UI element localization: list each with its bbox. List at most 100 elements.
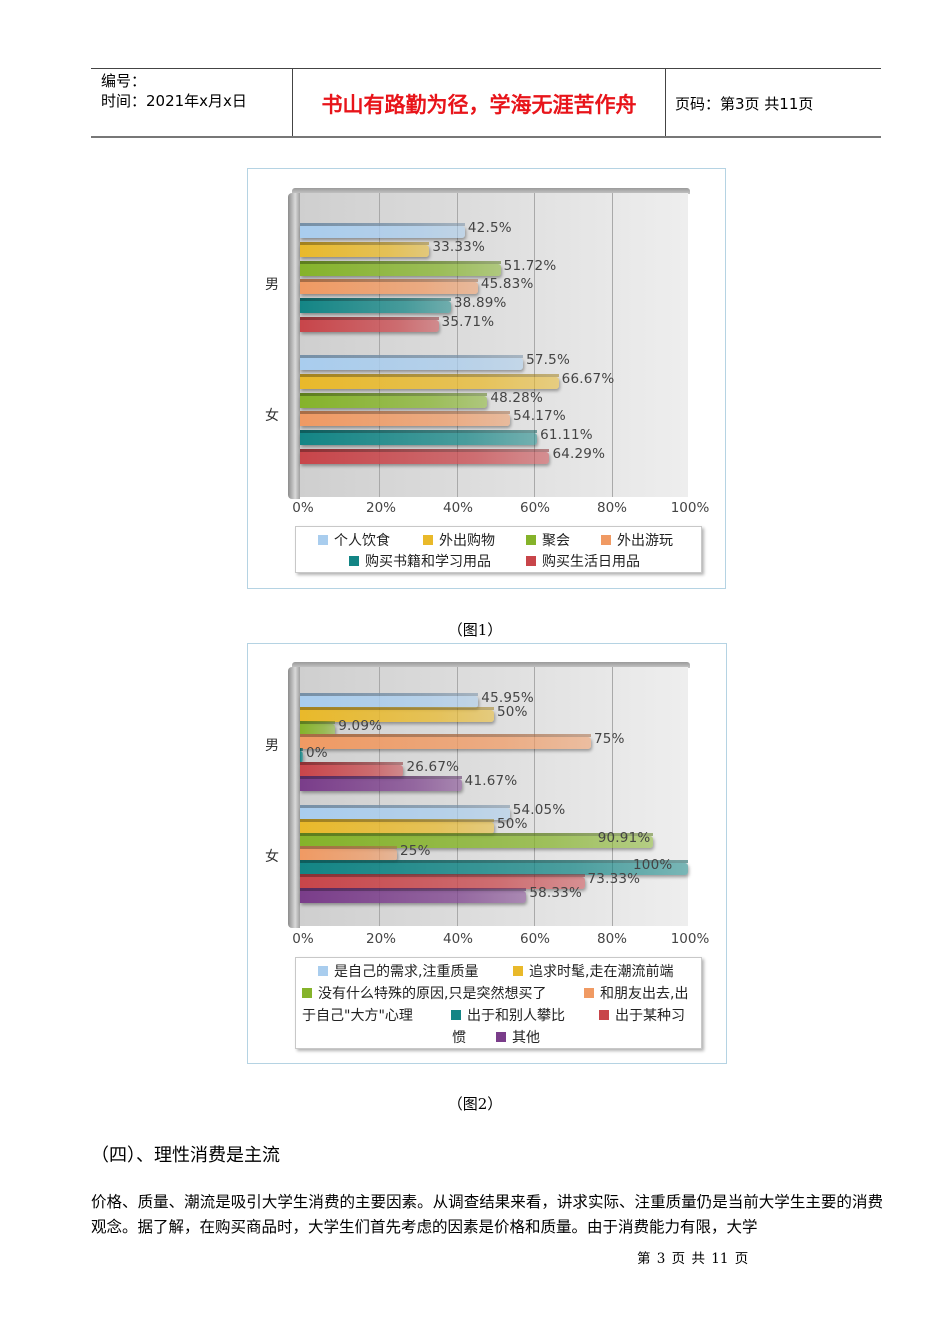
legend-label: 和朋友出去,出	[600, 986, 689, 1002]
bar-value-label: 41.67%	[464, 772, 518, 789]
legend-swatch	[599, 1010, 609, 1020]
gridline	[379, 667, 380, 926]
legend-swatch	[302, 988, 312, 998]
bar	[300, 863, 688, 876]
bar-value-label: 100%	[633, 857, 673, 874]
legend-label: 外出游玩	[617, 533, 673, 549]
x-tick: 60%	[519, 931, 550, 947]
bar	[300, 849, 397, 862]
figure1-plot-top	[292, 188, 690, 194]
gridline	[379, 193, 380, 497]
bar	[300, 433, 538, 446]
figure1-legend: 个人饮食 外出购物 聚会 外出游玩 购买书籍和学习用品 购买生活日用品	[295, 526, 702, 573]
legend-swatch	[584, 988, 594, 998]
legend-item: 出于和别人攀比	[451, 1005, 565, 1025]
x-tick: 60%	[519, 500, 550, 516]
bar-value-label: 51.72%	[503, 257, 557, 274]
bar-value-label: 35.71%	[441, 314, 495, 330]
gridline	[612, 667, 613, 926]
bar	[300, 376, 559, 389]
bar	[300, 696, 479, 708]
legend-item: 购买书籍和学习用品	[349, 551, 491, 571]
figure2-plot-wall	[288, 667, 300, 928]
bar-value-label: 64.29%	[552, 446, 606, 462]
x-tick: 0%	[292, 931, 314, 947]
header-divider	[665, 69, 666, 136]
legend-label: 追求时髦,走在潮流前端	[529, 964, 674, 980]
bar	[300, 358, 524, 370]
legend-swatch	[318, 535, 328, 545]
bar	[300, 890, 527, 903]
legend-swatch	[526, 535, 536, 545]
bar-value-label: 25%	[400, 843, 431, 860]
bar-value-label: 75%	[594, 731, 625, 748]
bar-value-label: 26.67%	[406, 759, 460, 775]
legend-item: 外出游玩	[601, 530, 673, 550]
legend-label: 出于某种习	[615, 1008, 685, 1024]
legend-swatch	[526, 556, 536, 566]
x-tick: 0%	[292, 500, 314, 516]
bar	[300, 452, 550, 464]
x-tick: 40%	[442, 931, 473, 947]
x-tick: 80%	[596, 500, 627, 516]
legend-swatch	[513, 966, 523, 976]
bar	[300, 263, 501, 276]
bar-value-label: 48.28%	[490, 389, 543, 406]
bar-value-label: 58.33%	[529, 884, 582, 901]
bar-value-label: 33.33%	[432, 238, 485, 255]
bar-value-label: 66.67%	[561, 370, 615, 387]
bar	[300, 778, 462, 791]
bar-value-label: 0%	[306, 745, 328, 762]
figure1-plot-wall	[288, 193, 300, 499]
legend-label: 聚会	[542, 533, 570, 549]
section-heading: （四）、理性消费是主流	[91, 1145, 280, 1166]
bar-value-label: 57.5%	[526, 352, 570, 368]
legend-swatch	[601, 535, 611, 545]
bar-value-label: 45.95%	[481, 690, 534, 706]
bar-value-label: 61.11%	[540, 427, 593, 444]
legend-item: 个人饮食	[318, 530, 390, 550]
bar-value-label: 54.05%	[512, 802, 566, 818]
gridline	[612, 193, 613, 497]
legend-label: 外出购物	[439, 533, 495, 549]
bar-value-label: 42.5%	[467, 220, 512, 236]
bar-value-label: 73.33%	[587, 871, 641, 887]
bar	[300, 808, 510, 820]
bar	[300, 723, 336, 736]
x-tick: 20%	[365, 931, 396, 947]
legend-label-continued: 于自己"大方"心理	[302, 1008, 413, 1024]
legend-swatch	[496, 1032, 506, 1042]
figure2-caption: （图2）	[447, 1095, 503, 1113]
bar-value-label: 50%	[497, 815, 528, 832]
legend-label: 是自己的需求,注重质量	[334, 964, 479, 980]
page-footer: 第 3 页 共 11 页	[637, 1251, 749, 1267]
legend-label: 个人饮食	[334, 533, 390, 549]
bar	[300, 765, 404, 777]
legend-label: 出于和别人攀比	[467, 1008, 565, 1024]
gridline	[534, 667, 535, 926]
x-tick: 20%	[365, 500, 396, 516]
x-tick: 40%	[442, 500, 473, 516]
legend-item: 出于某种习	[599, 1005, 685, 1025]
bar-value-label: 9.09%	[338, 717, 383, 734]
bar	[300, 320, 439, 332]
gridline	[457, 667, 458, 926]
bar	[300, 751, 303, 764]
legend-swatch	[349, 556, 359, 566]
x-tick: 100%	[670, 500, 710, 516]
legend-label-continued: 惯	[452, 1030, 466, 1046]
bar	[300, 282, 478, 295]
bar	[300, 244, 430, 257]
category-label-female: 女	[265, 408, 279, 424]
legend-item: 聚会	[526, 530, 570, 550]
header-page-info: 页码：第3页 共11页	[675, 95, 814, 113]
bar	[300, 226, 465, 238]
x-tick: 80%	[596, 931, 627, 947]
figure1-caption: （图1）	[447, 621, 503, 639]
bar	[300, 737, 591, 750]
figure2-plot-top	[292, 662, 690, 668]
category-label-female: 女	[265, 849, 279, 865]
bar	[300, 414, 511, 427]
number-label: 编号：	[101, 72, 147, 90]
x-tick: 100%	[670, 931, 710, 947]
